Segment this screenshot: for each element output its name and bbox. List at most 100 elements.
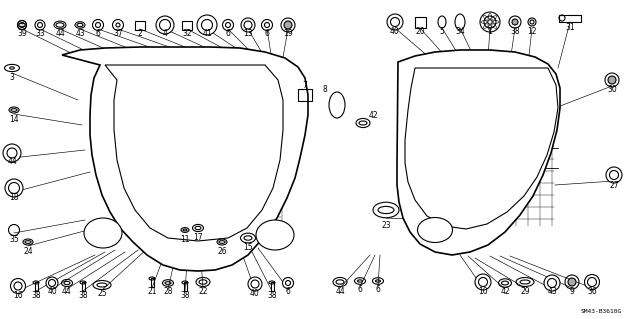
- Polygon shape: [62, 47, 308, 271]
- Circle shape: [282, 278, 294, 288]
- Text: 37: 37: [113, 29, 123, 39]
- Text: 44: 44: [55, 29, 65, 39]
- Circle shape: [608, 76, 616, 84]
- Text: 36: 36: [587, 286, 597, 295]
- Text: 12: 12: [527, 26, 537, 35]
- Text: 38: 38: [510, 26, 520, 35]
- Circle shape: [248, 277, 262, 291]
- Bar: [559, 14, 581, 21]
- Circle shape: [19, 23, 24, 27]
- Circle shape: [46, 277, 58, 289]
- Ellipse shape: [417, 218, 452, 242]
- Text: 6: 6: [95, 29, 100, 39]
- Bar: [150, 278, 154, 286]
- Polygon shape: [397, 50, 560, 255]
- Circle shape: [17, 20, 26, 29]
- Text: 28: 28: [163, 287, 173, 296]
- Text: 3: 3: [10, 72, 15, 81]
- Text: 38: 38: [267, 291, 277, 300]
- Text: 43: 43: [547, 287, 557, 296]
- Text: 6: 6: [285, 287, 291, 296]
- Circle shape: [262, 19, 273, 31]
- Text: 7: 7: [303, 80, 307, 90]
- Text: 4: 4: [163, 29, 168, 39]
- Text: 42: 42: [500, 287, 510, 296]
- Text: 6: 6: [376, 286, 380, 294]
- Circle shape: [95, 23, 100, 27]
- Text: 24: 24: [23, 247, 33, 256]
- Text: 21: 21: [147, 286, 157, 295]
- Circle shape: [390, 18, 399, 26]
- Text: 1: 1: [488, 26, 492, 35]
- Bar: [298, 89, 312, 101]
- Text: 40: 40: [47, 287, 57, 296]
- Text: 20: 20: [415, 26, 425, 35]
- Circle shape: [285, 280, 291, 286]
- Circle shape: [8, 182, 19, 194]
- Bar: [35, 281, 38, 291]
- Text: 13: 13: [243, 29, 253, 39]
- Text: 15: 15: [243, 242, 253, 251]
- Text: 6: 6: [358, 286, 362, 294]
- Circle shape: [606, 167, 622, 183]
- Circle shape: [530, 20, 534, 24]
- Text: 30: 30: [607, 85, 617, 94]
- Text: 31: 31: [565, 23, 575, 32]
- Text: 5: 5: [440, 26, 444, 35]
- Circle shape: [588, 278, 596, 286]
- Circle shape: [264, 23, 269, 27]
- Bar: [415, 17, 426, 27]
- Text: 6: 6: [264, 29, 269, 39]
- Text: 38: 38: [31, 291, 41, 300]
- Text: 10: 10: [478, 286, 488, 295]
- Text: 29: 29: [520, 286, 530, 295]
- Circle shape: [609, 170, 618, 180]
- Circle shape: [284, 21, 292, 29]
- Circle shape: [7, 148, 17, 158]
- Polygon shape: [105, 65, 283, 241]
- Circle shape: [5, 179, 23, 197]
- Text: 26: 26: [217, 247, 227, 256]
- Circle shape: [251, 280, 259, 288]
- Text: 16: 16: [13, 291, 23, 300]
- Text: 23: 23: [381, 220, 391, 229]
- Ellipse shape: [256, 220, 294, 250]
- Text: 39: 39: [17, 29, 27, 39]
- Text: 42: 42: [368, 110, 378, 120]
- Text: 8: 8: [323, 85, 328, 94]
- Circle shape: [244, 21, 252, 29]
- Circle shape: [49, 279, 56, 286]
- Bar: [271, 281, 273, 291]
- Circle shape: [156, 16, 174, 34]
- Circle shape: [241, 18, 255, 32]
- Text: 22: 22: [198, 286, 208, 295]
- Circle shape: [479, 278, 488, 286]
- Circle shape: [512, 19, 518, 25]
- Text: 40: 40: [250, 288, 260, 298]
- Bar: [182, 20, 192, 29]
- Circle shape: [10, 278, 26, 293]
- Text: 11: 11: [180, 234, 189, 243]
- Circle shape: [584, 275, 600, 290]
- Circle shape: [387, 14, 403, 30]
- Text: 32: 32: [182, 29, 192, 39]
- Text: 35: 35: [9, 234, 19, 243]
- Circle shape: [223, 19, 234, 31]
- Text: 14: 14: [9, 115, 19, 123]
- Text: 44: 44: [7, 158, 17, 167]
- Text: 34: 34: [455, 26, 465, 35]
- Text: 44: 44: [62, 287, 72, 296]
- Bar: [81, 281, 84, 291]
- Text: 19: 19: [283, 29, 293, 39]
- Text: 2: 2: [138, 29, 142, 39]
- Circle shape: [202, 19, 212, 31]
- Circle shape: [225, 23, 230, 27]
- Text: 41: 41: [202, 29, 212, 39]
- Text: 18: 18: [9, 192, 19, 202]
- Circle shape: [159, 19, 170, 31]
- Circle shape: [475, 274, 491, 290]
- Text: 38: 38: [180, 291, 190, 300]
- Text: 44: 44: [335, 286, 345, 295]
- Text: SM43-B3610G: SM43-B3610G: [580, 309, 622, 314]
- Ellipse shape: [84, 218, 122, 248]
